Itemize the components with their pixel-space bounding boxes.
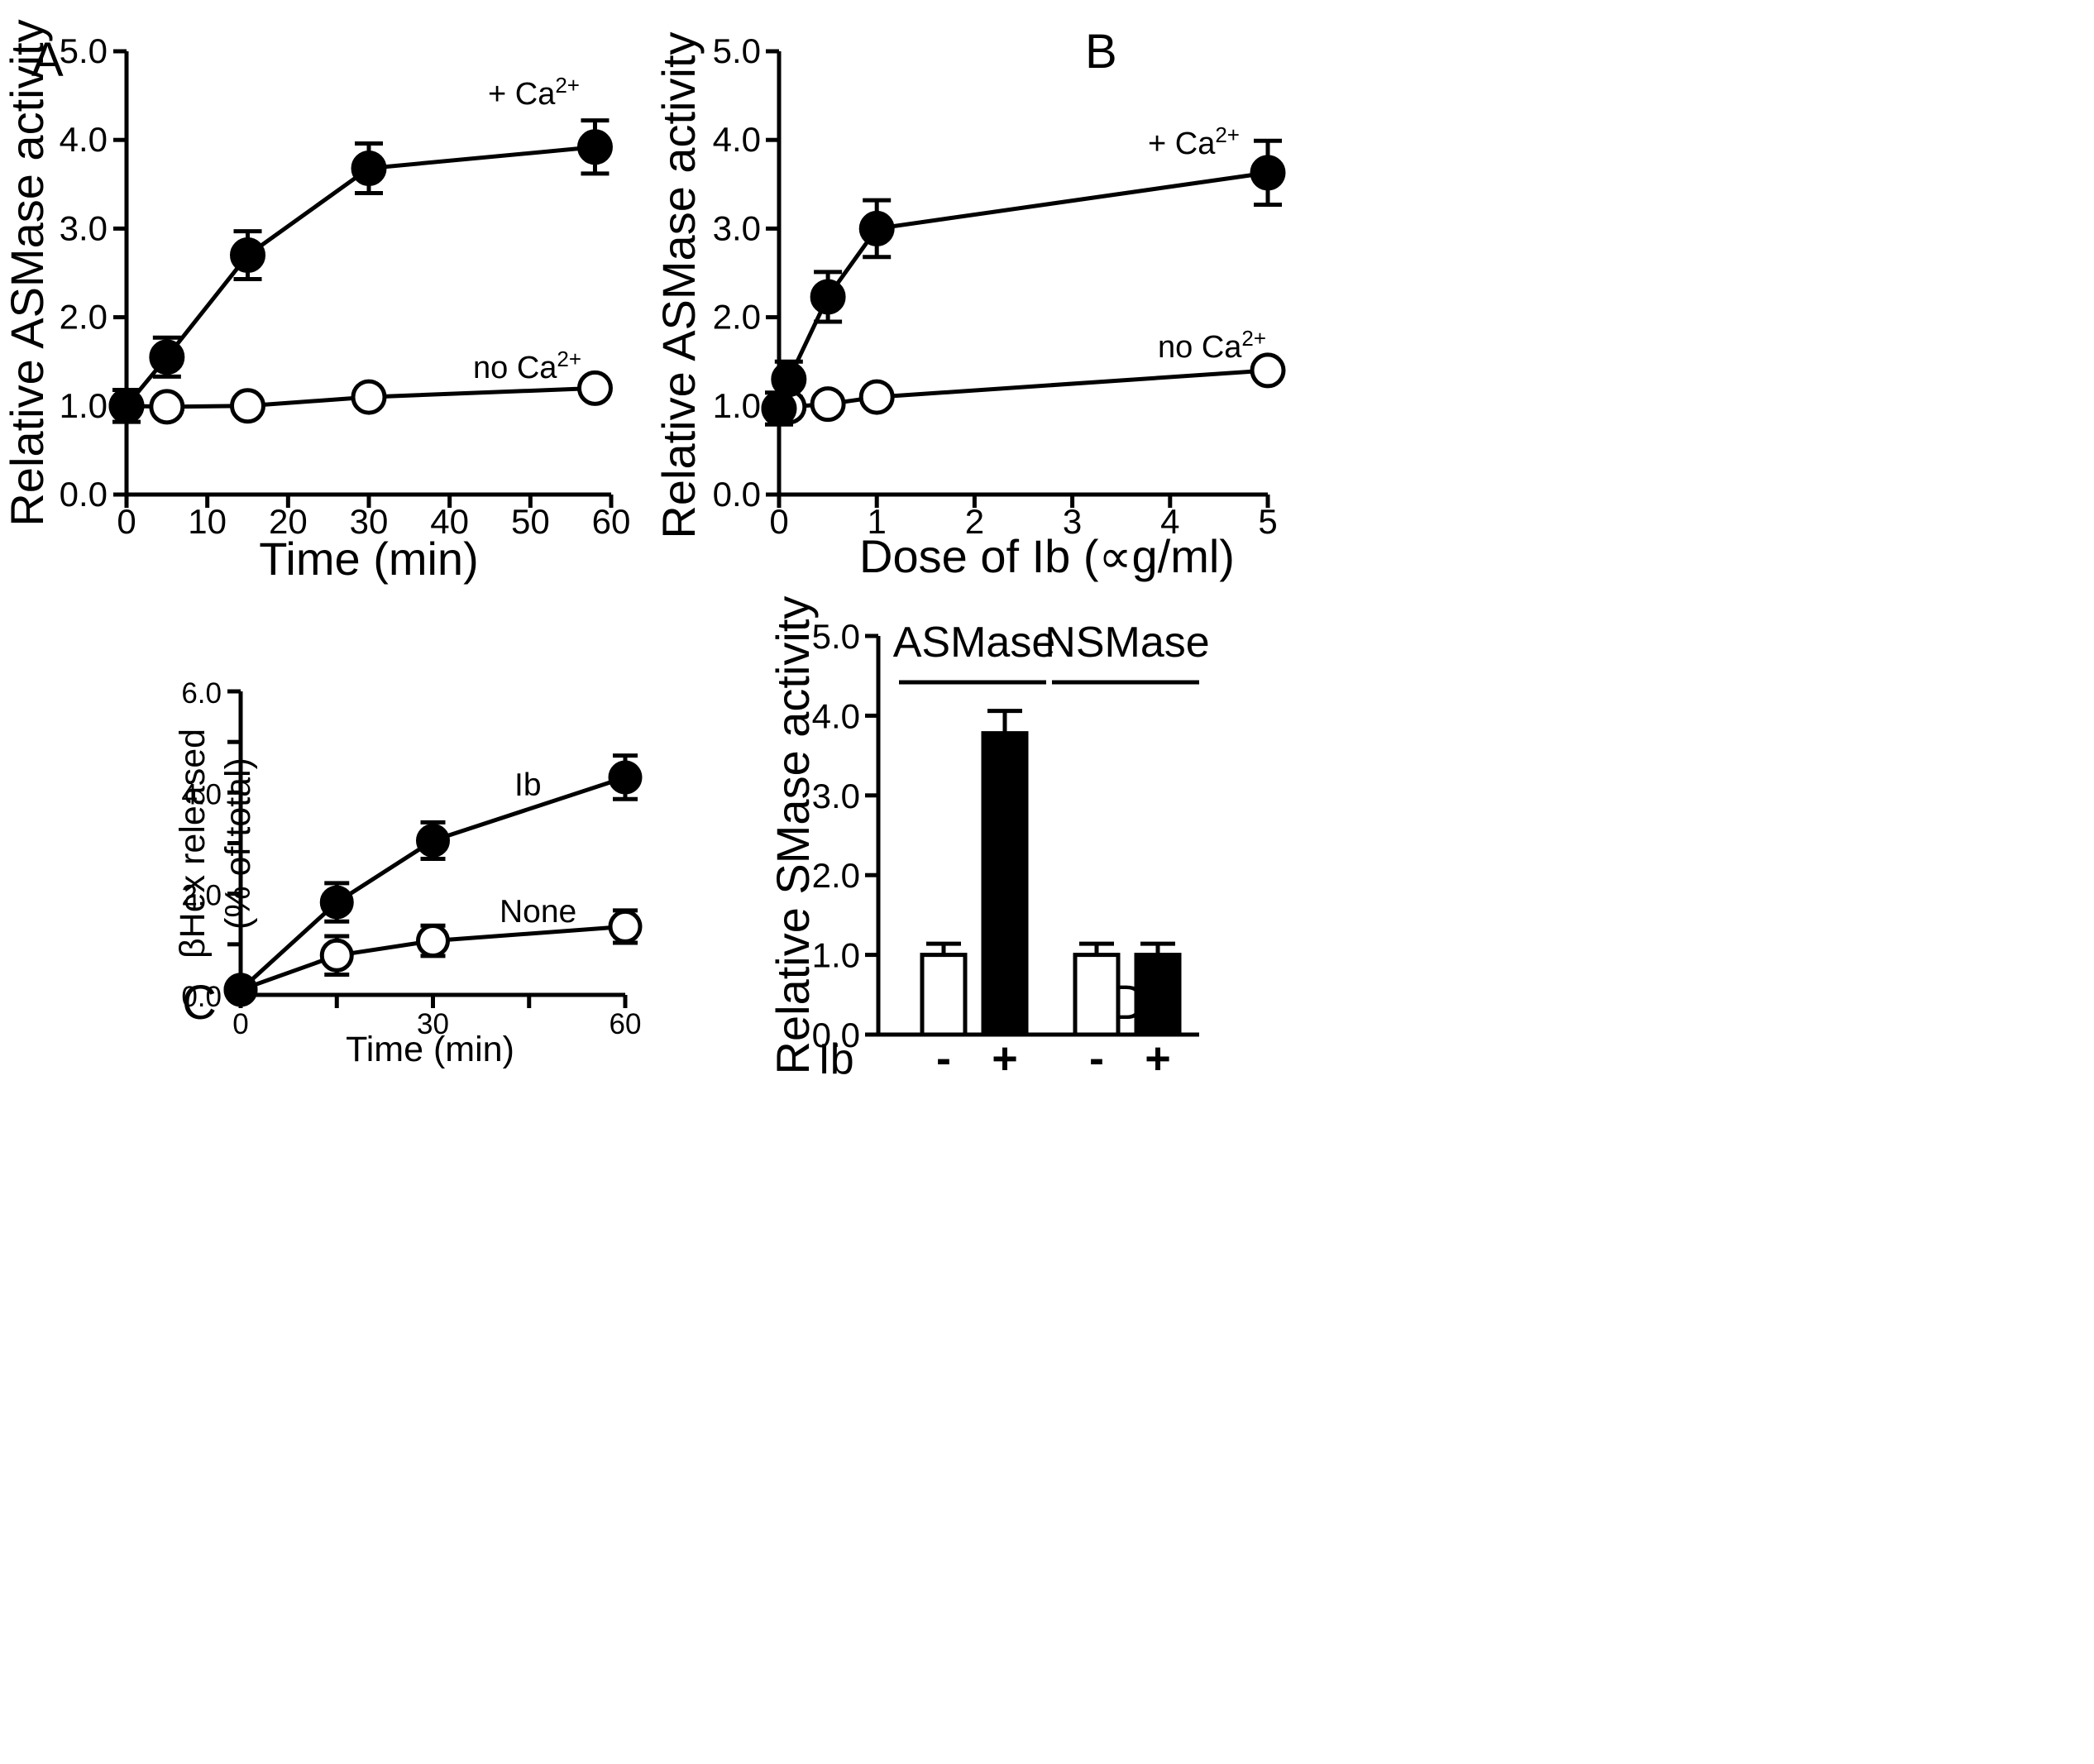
series-line [240,924,626,992]
data-point-filled [576,129,613,165]
y-tick-label: 3.0 [713,208,761,247]
series-label: Ib [514,767,542,803]
x-axis-title: Time (min) [346,1030,514,1069]
x-tick-label: 30 [350,502,389,541]
y-tick-label: 5.0 [812,617,860,656]
data-point-open [319,938,354,973]
bar-asmase-control [920,953,968,1037]
data-point-open [351,379,387,415]
ib-row-label: Ib [818,1035,853,1083]
panel-c-chart: 0.0 2.0 4.0 6.0 0 30 60 Time (min) βHex released… [173,677,643,1069]
y-axis-title: Relative ASMase activity [653,31,705,538]
ib-sign: + [992,1034,1018,1083]
panel-letter-b: B [1085,25,1117,79]
series-line [777,170,1269,409]
y-axis-title: Relative SMase activity [767,596,819,1075]
y-tick-label: 2.0 [181,880,222,912]
x-tick-label: 50 [511,502,550,541]
data-point-filled [108,388,145,424]
data-point-open [608,909,643,944]
y-tick-label: 2.0 [713,298,761,337]
x-tick-label: 60 [592,502,631,541]
y-tick-label: 3.0 [812,777,860,815]
x-tick-label: 3 [1063,502,1082,541]
panel-letter-a: A [31,33,64,87]
data-point-open [230,388,265,424]
data-point-filled [1250,155,1286,191]
data-point-filled [608,760,643,795]
y-tick-label: 0.0 [812,1016,860,1054]
y-tick-label: 2.0 [812,856,860,895]
series-label: no Ca2+ [1158,326,1266,365]
data-point-open [810,386,846,423]
data-point-open [576,370,613,406]
data-point-filled [810,279,846,315]
bar-asmase-ib [981,731,1029,1037]
ib-sign: - [1089,1034,1104,1083]
y-tick-label: 5.0 [60,31,108,70]
y-tick-label: 3.0 [60,208,108,247]
panel-a-chart: 0.0 1.0 2.0 3.0 4.0 5.0 0 10 20 30 40 50 60 Time (min… [1,19,630,585]
series-label: None [500,894,576,930]
data-point-filled [771,361,807,398]
y-tick-label: 5.0 [713,31,761,70]
y-tick-label: 2.0 [60,298,108,337]
y-tick-label: 1.0 [60,386,108,425]
bar-nsmase-control [1073,953,1121,1037]
series-label: + Ca2+ [488,73,580,112]
y-tick-label: 1.0 [713,386,761,425]
series-line [239,775,626,992]
ib-sign: - [936,1034,951,1083]
x-tick-label: 2 [965,502,984,541]
x-tick-label: 1 [868,502,887,541]
data-point-filled [319,885,354,920]
data-point-open [858,379,895,415]
data-point-filled [858,210,895,246]
group-label-asmase: ASMase [893,619,1056,667]
y-axis-title-line2: (% of total) [218,758,258,930]
data-point-filled [223,973,258,1007]
y-axis-title-line1: βHex released [173,729,213,958]
x-tick-label: 60 [610,1008,642,1040]
data-point-open [416,924,450,958]
data-point-filled [149,339,185,375]
series-label: + Ca2+ [1148,122,1240,161]
data-point-open [149,389,185,425]
y-axis-title: Relative ASMase activity [1,19,53,526]
data-point-filled [416,823,450,858]
x-tick-label: 40 [430,502,469,541]
data-point-filled [230,237,265,274]
x-tick-label: 10 [188,502,227,541]
x-tick-label: 30 [417,1008,449,1040]
y-tick-label: 1.0 [812,936,860,975]
data-point-open [1250,352,1286,389]
data-point-filled [351,151,387,187]
x-axis-title: Time (min) [259,533,478,585]
y-tick-label: 4.0 [181,778,222,810]
ib-sign: + [1145,1034,1171,1083]
series-line [778,368,1269,411]
data-point-filled [761,390,797,427]
x-tick-label: 5 [1258,502,1277,541]
x-tick-label: 0 [117,502,136,541]
panel-letter-c: C [182,976,217,1030]
bar-nsmase-ib [1134,953,1182,1037]
x-tick-label: 20 [269,502,308,541]
x-axis-title: Dose of Ib (∝g/ml) [859,530,1235,582]
group-label-nsmase: NSMase [1045,619,1209,667]
y-tick-label: 0.0 [60,475,108,514]
y-tick-label: 6.0 [181,677,222,710]
y-tick-label: 0.0 [181,981,222,1013]
y-tick-label: 4.0 [812,696,860,735]
y-tick-label: 4.0 [713,120,761,159]
x-tick-label: 4 [1160,502,1179,541]
panel-b-chart: 0.0 1.0 2.0 3.0 4.0 5.0 0 1 2 3 4 5 Dose of Ib (∝g/m… [653,31,1286,582]
series-label: no Ca2+ [473,347,581,385]
y-tick-label: 4.0 [60,120,108,159]
y-tick-label: 0.0 [713,475,761,514]
x-tick-label: 0 [232,1008,248,1040]
x-tick-label: 0 [769,502,788,541]
